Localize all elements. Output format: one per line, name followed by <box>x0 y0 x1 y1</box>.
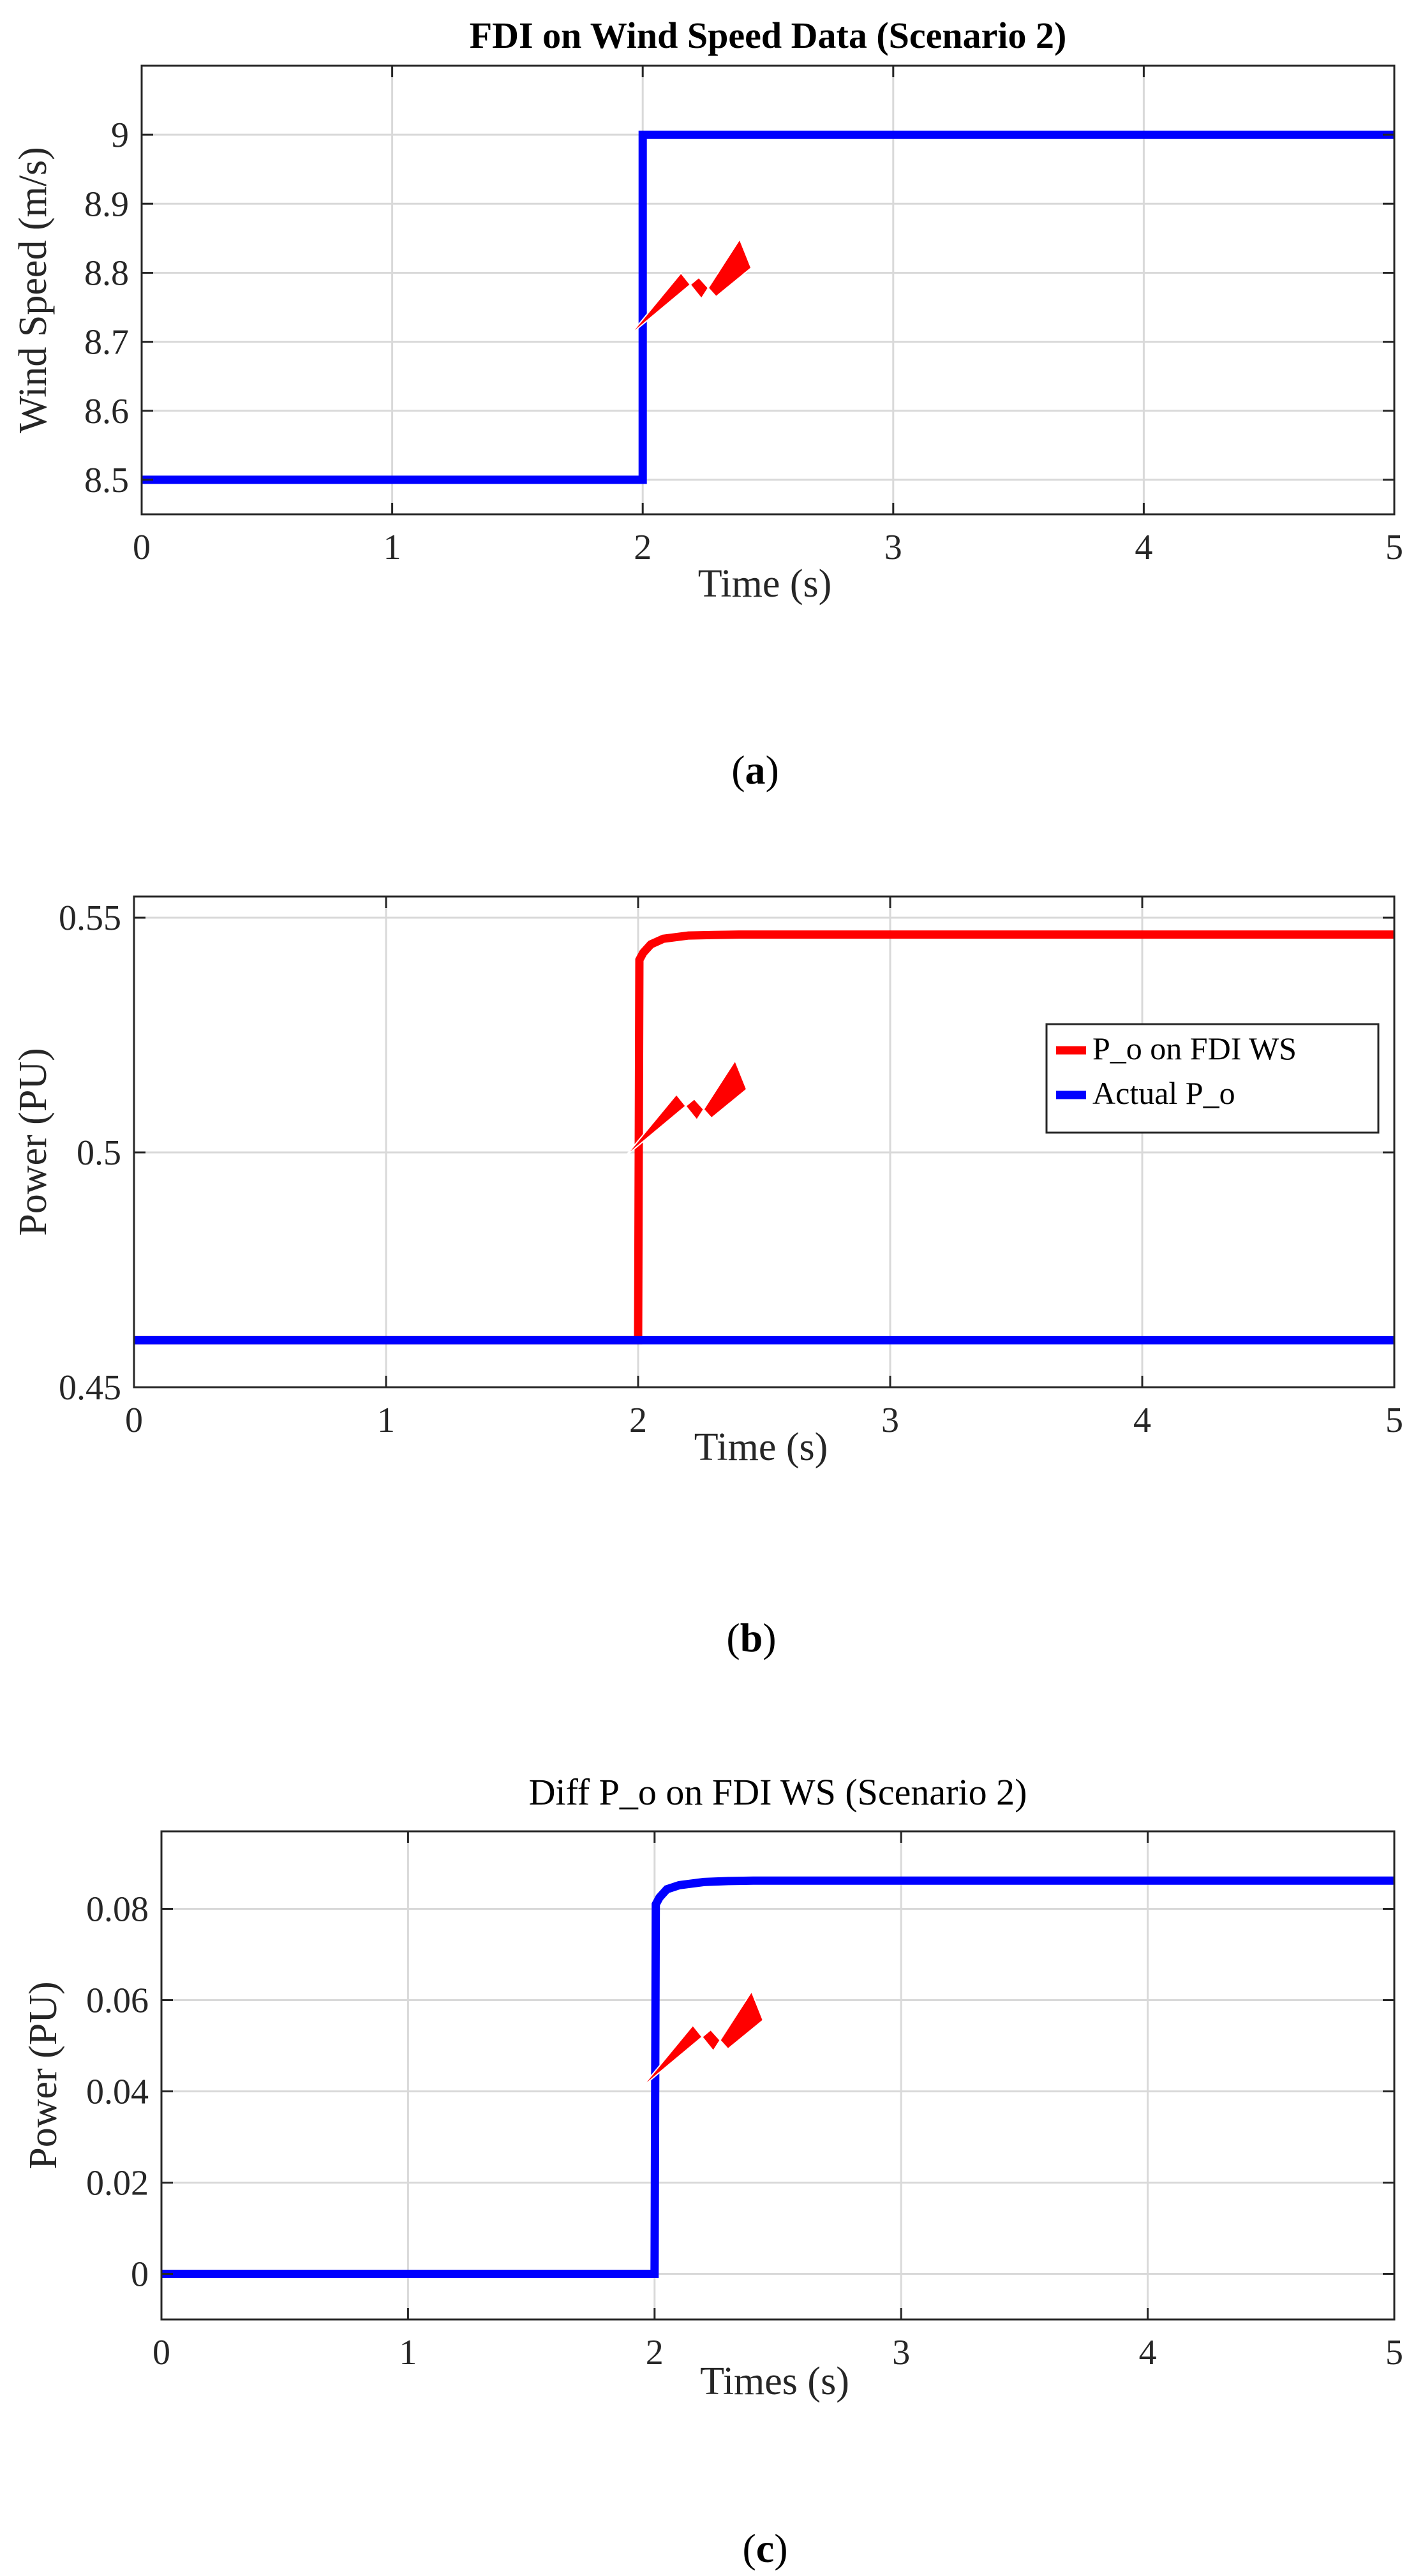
x-tick-label: 5 <box>1385 1401 1403 1440</box>
lightning-bolt-icon <box>629 237 752 336</box>
plot-frame <box>160 1830 1396 2321</box>
lightning-bolt-icon <box>641 1990 764 2088</box>
y-tick-label: 0.45 <box>59 1368 121 1408</box>
chart-title: FDI on Wind Speed Data (Scenario 2) <box>470 15 1067 56</box>
x-tick-label: 2 <box>646 2333 664 2372</box>
x-tick-label: 1 <box>384 528 401 567</box>
x-tick-label: 4 <box>1139 2333 1157 2372</box>
x-tick-label: 0 <box>125 1401 143 1440</box>
legend-entry: Actual P_o <box>1092 1075 1235 1111</box>
series-line-0 <box>142 130 1394 484</box>
legend-box <box>1045 1023 1380 1134</box>
x-axis-label: Times (s) <box>700 2360 849 2403</box>
x-tick-label: 2 <box>629 1401 647 1440</box>
series-line-0 <box>134 930 1394 1344</box>
chart-panel-c: 0 1 2 3 4 5 0 0.02 0.04 0.06 0.08 Diff P_o on FDI W… <box>22 1771 1403 2571</box>
x-tick-label: 3 <box>884 528 902 567</box>
y-tick-label: 0 <box>131 2255 149 2295</box>
x-axis-label: Time (s) <box>694 1426 828 1469</box>
y-axis-label: Power (PU) <box>22 1981 65 2169</box>
x-axis-label: Time (s) <box>698 562 832 606</box>
chart-title: Diff P_o on FDI WS (Scenario 2) <box>529 1771 1027 1813</box>
legend: P_o on FDI WS Actual P_o <box>1045 1023 1380 1134</box>
y-axis-label: Power (PU) <box>11 1048 55 1235</box>
y-tick-label: 0.04 <box>86 2073 149 2112</box>
plot-area <box>142 66 1394 514</box>
series-line-0 <box>161 1876 1394 2278</box>
y-tick-label: 0.08 <box>86 1890 149 1930</box>
plot-area <box>134 897 1394 1387</box>
chart-panel-b: 0 1 2 3 4 5 0.45 0.5 0.55 Time (s) Power (PU) P_o o… <box>11 895 1403 1660</box>
plot-frame <box>133 895 1396 1389</box>
y-tick-label: 0.55 <box>59 898 121 938</box>
y-tick-label: 8.5 <box>84 461 129 500</box>
x-tick-label: 4 <box>1135 528 1152 567</box>
x-tick-label: 5 <box>1385 2333 1403 2372</box>
plot-area <box>161 1831 1394 2319</box>
y-tick-label: 0.06 <box>86 1981 149 2021</box>
panel-caption: (c) <box>742 2526 787 2571</box>
plot-frame <box>140 64 1396 516</box>
x-tick-label: 1 <box>399 2333 417 2372</box>
x-tick-label: 2 <box>634 528 652 567</box>
y-tick-label: 0.02 <box>86 2164 149 2203</box>
chart-panel-a: 0 1 2 3 4 5 8.5 8.6 8.7 8.8 8.9 9 FDI on Wind Speed … <box>11 15 1403 793</box>
x-tick-label: 4 <box>1133 1401 1151 1440</box>
y-tick-label: 8.7 <box>84 323 129 362</box>
y-tick-label: 0.5 <box>77 1133 121 1173</box>
y-axis-label: Wind Speed (m/s) <box>11 147 55 433</box>
panel-caption: (a) <box>731 747 779 793</box>
y-tick-label: 8.6 <box>84 392 129 431</box>
x-tick-label: 3 <box>892 2333 910 2372</box>
x-tick-label: 0 <box>153 2333 170 2372</box>
y-tick-label: 9 <box>111 115 129 155</box>
x-tick-label: 1 <box>377 1401 395 1440</box>
x-tick-label: 0 <box>133 528 151 567</box>
y-tick-label: 8.9 <box>84 184 129 224</box>
legend-entry: P_o on FDI WS <box>1092 1031 1297 1066</box>
x-tick-label: 5 <box>1385 528 1403 567</box>
lightning-bolt-icon <box>625 1059 748 1157</box>
x-tick-label: 3 <box>881 1401 899 1440</box>
panel-caption: (b) <box>726 1615 776 1660</box>
y-tick-label: 8.8 <box>84 253 129 293</box>
